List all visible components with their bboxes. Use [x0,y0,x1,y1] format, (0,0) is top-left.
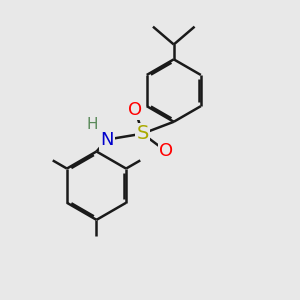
Text: S: S [136,124,149,143]
Text: O: O [128,101,142,119]
Text: O: O [159,142,173,160]
Text: N: N [100,130,114,148]
Text: H: H [86,117,98,132]
